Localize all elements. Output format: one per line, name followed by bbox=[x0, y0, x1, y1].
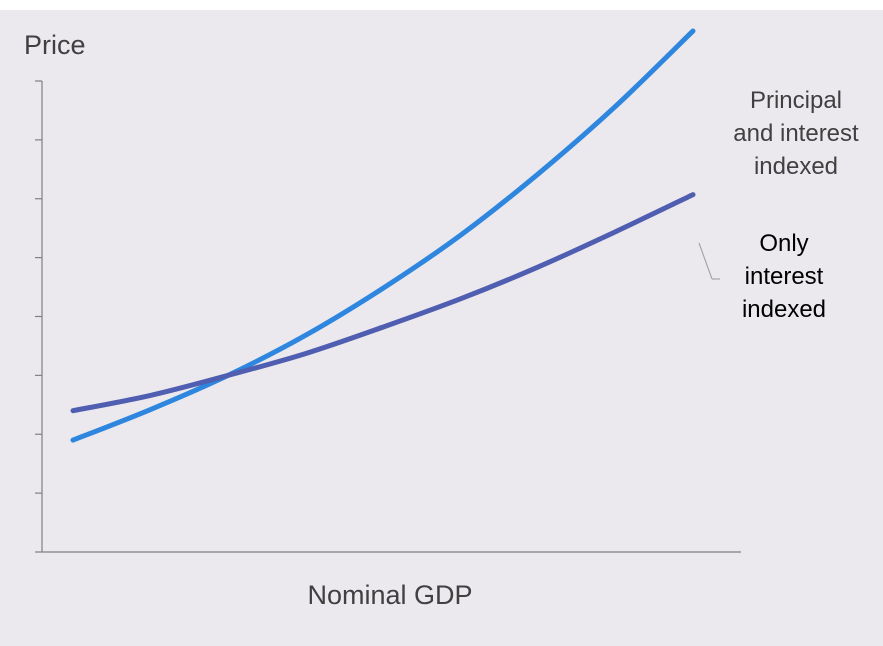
series-lines bbox=[70, 28, 696, 443]
series-label-principal-and-interest: Principal and interest indexed bbox=[733, 87, 859, 180]
y-axis-ticks bbox=[35, 80, 42, 553]
chart-background bbox=[0, 10, 883, 646]
series-line-only-interest bbox=[70, 192, 696, 414]
y-axis-label: Price bbox=[24, 30, 86, 60]
x-axis-label: Nominal GDP bbox=[307, 580, 473, 610]
label-leader-line bbox=[698, 242, 713, 280]
axes bbox=[41, 81, 741, 553]
series-label-only-interest: Only interest indexed bbox=[741, 230, 827, 323]
series-line-principal-and-interest bbox=[70, 28, 696, 443]
